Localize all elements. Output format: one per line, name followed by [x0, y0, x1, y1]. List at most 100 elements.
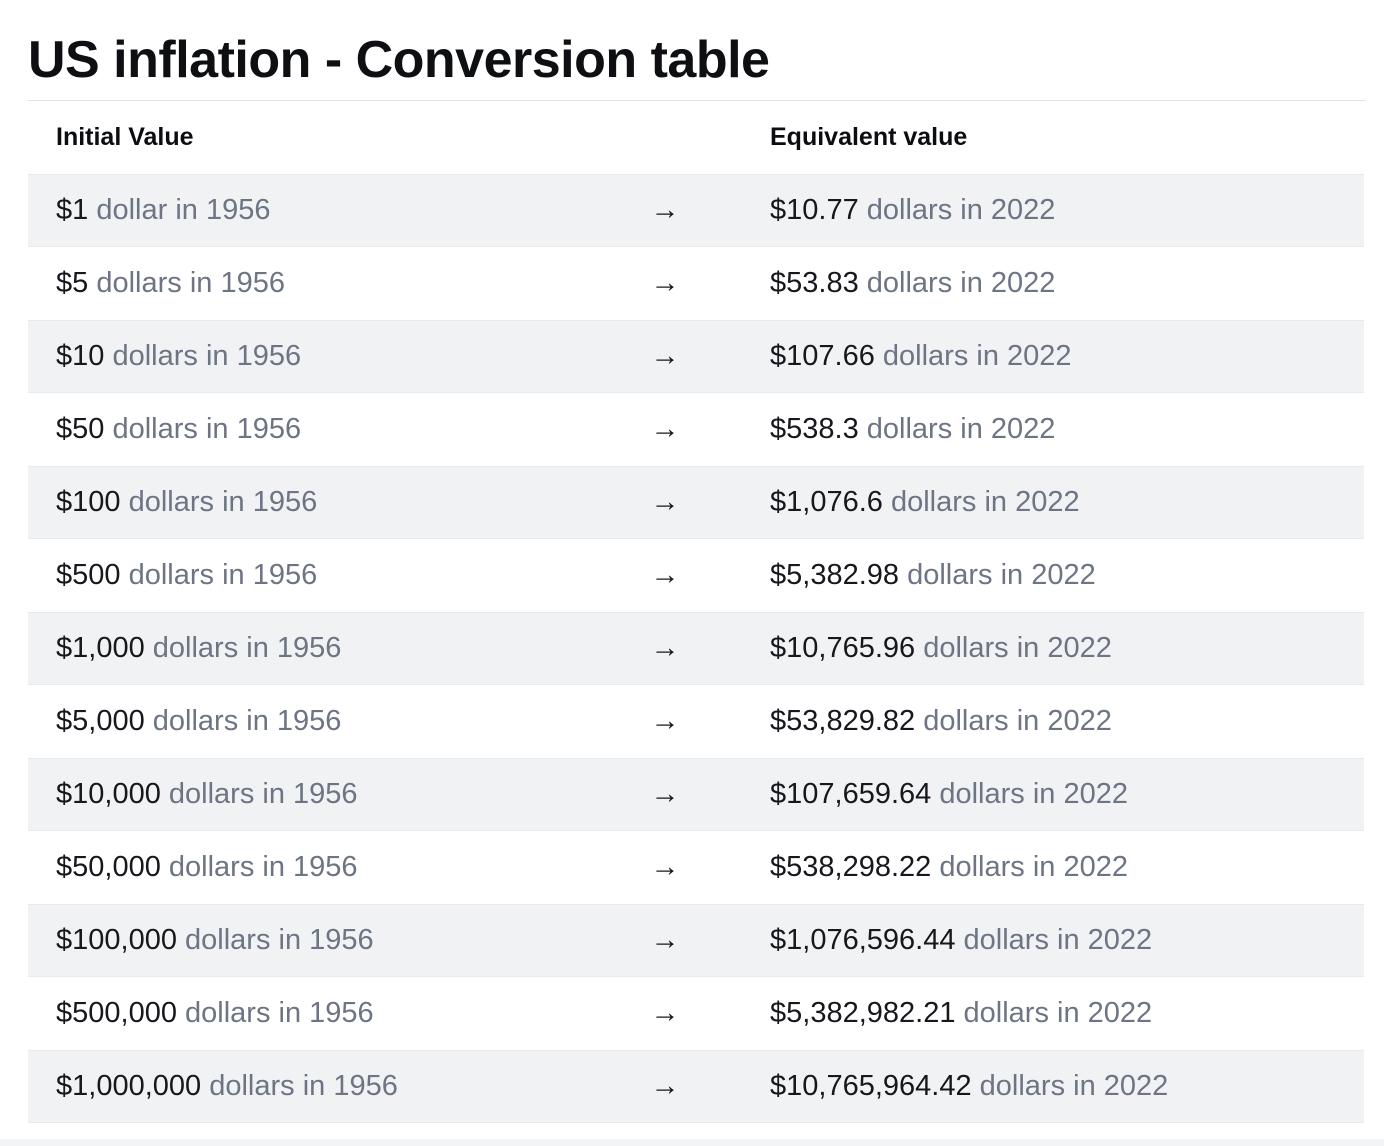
- initial-value-cell: $100,000 dollars in 1956: [28, 924, 638, 957]
- initial-description: dollars in 1956: [112, 340, 302, 372]
- equivalent-amount: $10,765.96: [770, 632, 916, 664]
- initial-description: dollars in 1956: [152, 705, 342, 737]
- equivalent-value-cell: $53.83 dollars in 2022: [692, 267, 1364, 300]
- equivalent-value-cell: $10,765,964.42 dollars in 2022: [692, 1070, 1364, 1103]
- equivalent-amount: $53.83: [770, 267, 859, 299]
- equivalent-amount: $10.77: [770, 194, 859, 226]
- right-arrow-icon: →: [650, 632, 680, 664]
- equivalent-amount: $5,382,982.21: [770, 997, 956, 1029]
- table-row: $5 dollars in 1956 → $53.83 dollars in 2…: [28, 247, 1364, 320]
- arrow-cell: →: [638, 194, 692, 227]
- equivalent-value-cell: $538.3 dollars in 2022: [692, 413, 1364, 446]
- equivalent-value-cell: $5,382.98 dollars in 2022: [692, 559, 1364, 592]
- initial-amount: $50,000: [56, 851, 161, 883]
- equivalent-description: dollars in 2022: [890, 486, 1080, 518]
- equivalent-description: dollars in 2022: [963, 997, 1153, 1029]
- table-row: $5,000 dollars in 1956 → $53,829.82 doll…: [28, 685, 1364, 758]
- arrow-cell: →: [638, 413, 692, 446]
- initial-value-cell: $50,000 dollars in 1956: [28, 851, 638, 884]
- initial-amount: $10,000: [56, 778, 161, 810]
- equivalent-value-cell: $5,382,982.21 dollars in 2022: [692, 997, 1364, 1030]
- right-arrow-icon: →: [650, 486, 680, 518]
- equivalent-description: dollars in 2022: [866, 413, 1056, 445]
- right-arrow-icon: →: [650, 194, 680, 226]
- initial-value-cell: $5,000 dollars in 1956: [28, 705, 638, 738]
- arrow-cell: →: [638, 340, 692, 373]
- equivalent-value-cell: $107,659.64 dollars in 2022: [692, 778, 1364, 811]
- equivalent-value-cell: $1,076,596.44 dollars in 2022: [692, 924, 1364, 957]
- page-title: US inflation - Conversion table: [28, 31, 770, 89]
- initial-amount: $100,000: [56, 924, 177, 956]
- table-row: $50 dollars in 1956 → $538.3 dollars in …: [28, 393, 1364, 466]
- arrow-cell: →: [638, 559, 692, 592]
- initial-value-cell: $10 dollars in 1956: [28, 340, 638, 373]
- table-row: $100 dollars in 1956 → $1,076.6 dollars …: [28, 466, 1364, 539]
- equivalent-amount: $1,076,596.44: [770, 924, 956, 956]
- initial-amount: $50: [56, 413, 105, 445]
- arrow-cell: →: [638, 632, 692, 665]
- initial-amount: $5: [56, 267, 89, 299]
- right-arrow-icon: →: [650, 340, 680, 372]
- table-row: $1,000 dollars in 1956 → $10,765.96 doll…: [28, 612, 1364, 685]
- initial-amount: $100: [56, 486, 121, 518]
- initial-value-cell: $50 dollars in 1956: [28, 413, 638, 446]
- table-row: $1,000,000 dollars in 1956 → $10,765,964…: [28, 1050, 1364, 1123]
- arrow-cell: →: [638, 997, 692, 1030]
- equivalent-description: dollars in 2022: [939, 851, 1128, 883]
- right-arrow-icon: →: [650, 413, 680, 445]
- initial-amount: $1,000: [56, 632, 145, 664]
- equivalent-amount: $107,659.64: [770, 778, 932, 810]
- equivalent-value-cell: $10,765.96 dollars in 2022: [692, 632, 1364, 665]
- equivalent-description: dollars in 2022: [923, 632, 1112, 664]
- arrow-cell: →: [638, 1070, 692, 1103]
- equivalent-description: dollars in 2022: [939, 778, 1128, 810]
- initial-value-cell: $5 dollars in 1956: [28, 267, 638, 300]
- right-arrow-icon: →: [650, 924, 680, 956]
- title-divider: [28, 100, 1366, 101]
- initial-description: dollars in 1956: [209, 1070, 398, 1102]
- table-row: $50,000 dollars in 1956 → $538,298.22 do…: [28, 831, 1364, 904]
- arrow-cell: →: [638, 851, 692, 884]
- equivalent-description: dollars in 2022: [866, 194, 1056, 226]
- conversion-table: Initial Value Equivalent value $1 dollar…: [28, 101, 1364, 1123]
- initial-value-cell: $1 dollar in 1956: [28, 194, 638, 227]
- table-row: $10 dollars in 1956 → $107.66 dollars in…: [28, 320, 1364, 393]
- equivalent-amount: $10,765,964.42: [770, 1070, 972, 1102]
- table-row: $10,000 dollars in 1956 → $107,659.64 do…: [28, 758, 1364, 831]
- arrow-cell: →: [638, 267, 692, 300]
- initial-amount: $500,000: [56, 997, 177, 1029]
- arrow-cell: →: [638, 705, 692, 738]
- initial-description: dollar in 1956: [96, 194, 271, 226]
- equivalent-value-cell: $1,076.6 dollars in 2022: [692, 486, 1364, 519]
- equivalent-amount: $538,298.22: [770, 851, 932, 883]
- equivalent-description: dollars in 2022: [963, 924, 1153, 956]
- initial-amount: $500: [56, 559, 121, 591]
- equivalent-value-cell: $10.77 dollars in 2022: [692, 194, 1364, 227]
- initial-value-cell: $10,000 dollars in 1956: [28, 778, 638, 811]
- initial-value-cell: $1,000 dollars in 1956: [28, 632, 638, 665]
- arrow-cell: →: [638, 924, 692, 957]
- table-row: $1 dollar in 1956 → $10.77 dollars in 20…: [28, 174, 1364, 247]
- equivalent-amount: $5,382.98: [770, 559, 900, 591]
- table-row: $100,000 dollars in 1956 → $1,076,596.44…: [28, 904, 1364, 977]
- right-arrow-icon: →: [650, 851, 680, 883]
- equivalent-description: dollars in 2022: [923, 705, 1112, 737]
- initial-description: dollars in 1956: [112, 413, 302, 445]
- initial-description: dollars in 1956: [96, 267, 285, 299]
- initial-value-cell: $100 dollars in 1956: [28, 486, 638, 519]
- table-row: $500 dollars in 1956 → $5,382.98 dollars…: [28, 539, 1364, 612]
- initial-description: dollars in 1956: [128, 486, 318, 518]
- initial-amount: $1,000,000: [56, 1070, 202, 1102]
- column-header-initial-value: Initial Value: [56, 123, 194, 151]
- right-arrow-icon: →: [650, 1070, 680, 1102]
- initial-description: dollars in 1956: [152, 632, 342, 664]
- arrow-cell: →: [638, 486, 692, 519]
- initial-amount: $10: [56, 340, 105, 372]
- equivalent-amount: $53,829.82: [770, 705, 916, 737]
- initial-description: dollars in 1956: [185, 997, 374, 1029]
- inflation-conversion-page: US inflation - Conversion table Initial …: [28, 31, 1366, 1123]
- equivalent-value-cell: $538,298.22 dollars in 2022: [692, 851, 1364, 884]
- table-header-row: Initial Value Equivalent value: [28, 101, 1364, 174]
- equivalent-amount: $538.3: [770, 413, 859, 445]
- initial-value-cell: $1,000,000 dollars in 1956: [28, 1070, 638, 1103]
